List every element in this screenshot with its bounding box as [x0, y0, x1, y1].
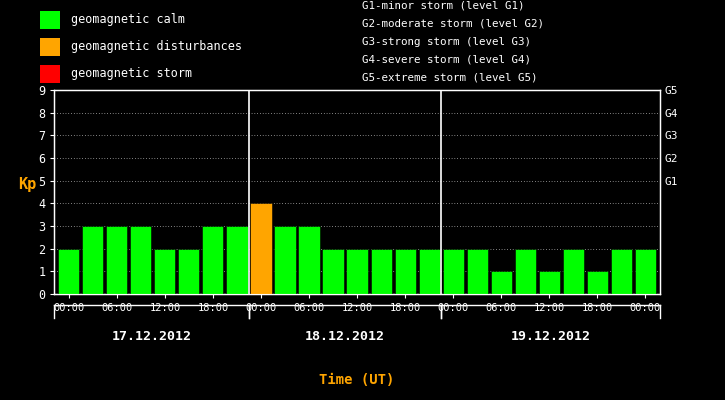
Bar	[418, 249, 439, 294]
Bar	[635, 249, 656, 294]
Text: G4-severe storm (level G4): G4-severe storm (level G4)	[362, 55, 531, 65]
Bar	[587, 271, 608, 294]
Bar	[442, 249, 464, 294]
Bar	[323, 249, 344, 294]
Bar	[154, 249, 175, 294]
Text: G3-strong storm (level G3): G3-strong storm (level G3)	[362, 37, 531, 47]
Bar	[250, 203, 272, 294]
Bar	[394, 249, 415, 294]
Text: geomagnetic storm: geomagnetic storm	[71, 67, 192, 80]
Text: geomagnetic calm: geomagnetic calm	[71, 13, 185, 26]
Bar	[539, 271, 560, 294]
FancyBboxPatch shape	[40, 65, 60, 83]
Text: G2-moderate storm (level G2): G2-moderate storm (level G2)	[362, 19, 544, 29]
Text: Time (UT): Time (UT)	[320, 373, 394, 387]
Bar	[515, 249, 536, 294]
Bar	[178, 249, 199, 294]
Bar	[467, 249, 488, 294]
Bar	[370, 249, 392, 294]
Bar	[107, 226, 128, 294]
Text: geomagnetic disturbances: geomagnetic disturbances	[71, 40, 242, 53]
Text: G1-minor storm (level G1): G1-minor storm (level G1)	[362, 1, 525, 11]
Bar	[563, 249, 584, 294]
Bar	[299, 226, 320, 294]
Y-axis label: Kp: Kp	[18, 177, 36, 192]
Bar	[347, 249, 368, 294]
Bar	[130, 226, 152, 294]
Text: 19.12.2012: 19.12.2012	[510, 330, 590, 343]
Bar	[202, 226, 223, 294]
FancyBboxPatch shape	[40, 11, 60, 29]
Bar	[58, 249, 79, 294]
Bar	[275, 226, 296, 294]
Text: 17.12.2012: 17.12.2012	[112, 330, 191, 343]
Bar	[82, 226, 104, 294]
Text: G5-extreme storm (level G5): G5-extreme storm (level G5)	[362, 73, 538, 83]
Bar	[491, 271, 512, 294]
Bar	[610, 249, 632, 294]
Bar	[226, 226, 247, 294]
Text: 18.12.2012: 18.12.2012	[305, 330, 385, 343]
FancyBboxPatch shape	[40, 38, 60, 56]
